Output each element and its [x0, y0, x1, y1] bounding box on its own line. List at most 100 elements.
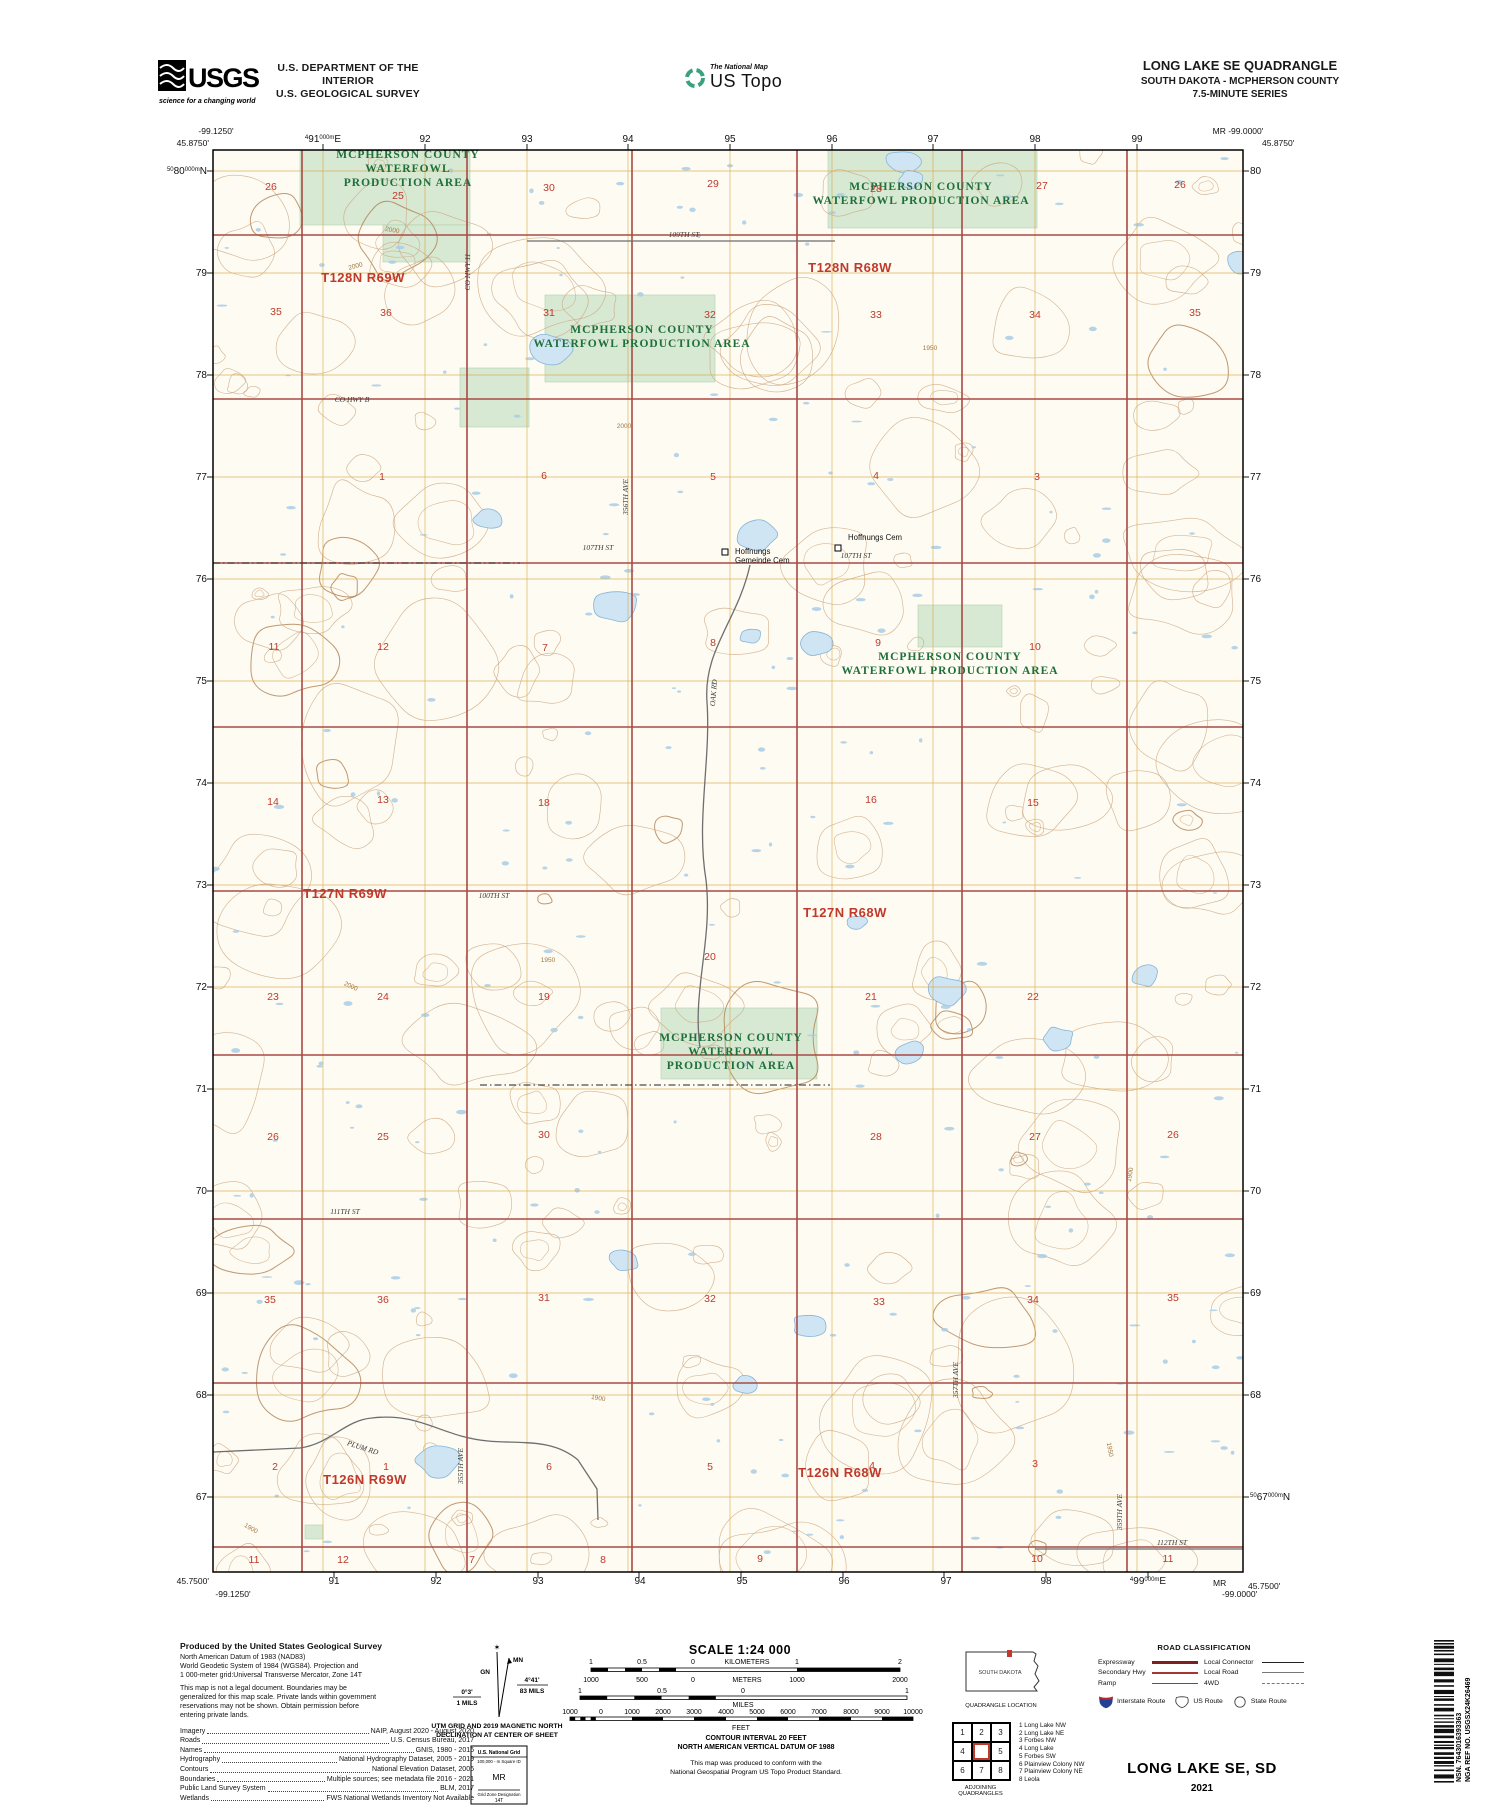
- marsh-mark: [851, 420, 863, 423]
- marsh-mark: [616, 181, 625, 186]
- marsh-mark: [786, 686, 798, 691]
- contour: [682, 1355, 702, 1369]
- marsh-mark: [1162, 1359, 1168, 1364]
- scale-tick-label: 3000: [686, 1709, 702, 1716]
- scale-bar-cell: [591, 1668, 608, 1672]
- data-source-key: Boundaries: [180, 1775, 216, 1783]
- contour-elevation-label: 1900: [591, 1394, 607, 1403]
- usng-square-id: MR: [492, 1772, 505, 1782]
- grid-label-top: 491000mE: [305, 134, 341, 145]
- adjoining-caption: ADJOINING QUADRANGLES: [958, 1785, 1003, 1797]
- us-shield-icon: [1175, 1695, 1190, 1708]
- marsh-mark: [680, 276, 685, 279]
- marsh-mark: [804, 242, 810, 246]
- adjoining-list-item: 2 Long Lake NE: [1019, 1729, 1065, 1737]
- contour: [1128, 680, 1209, 772]
- scale-bar-cell: [797, 1668, 900, 1672]
- road-label: 107TH ST: [583, 543, 614, 552]
- marsh-mark: [996, 174, 1005, 177]
- barcode: NSN. 7643016393363 NGA REF NO. USGSX24K26…: [1434, 1640, 1472, 1783]
- grid-label-left: 68: [196, 1390, 208, 1401]
- contour: [451, 1509, 473, 1527]
- contour: [1176, 854, 1215, 894]
- scale-tick-label: 4000: [718, 1709, 734, 1716]
- data-source-value: U.S. Census Bureau, 2017: [390, 1737, 474, 1745]
- marsh-mark: [1094, 589, 1099, 594]
- grid-label-top: 97: [927, 134, 939, 145]
- section-number: 34: [1027, 1294, 1039, 1306]
- sheet-title-block: LONG LAKE SE, SD 2021: [1052, 1760, 1352, 1794]
- scale-tick-label: MILES: [732, 1702, 753, 1709]
- barcode-stripe: [1434, 1744, 1454, 1746]
- road-class-label: Local Road: [1204, 1669, 1239, 1677]
- marsh-mark: [806, 1034, 818, 1037]
- wpa-label: MCPHERSON COUNTY: [570, 324, 713, 336]
- contour: [384, 256, 456, 326]
- road-class-label: Local Connector: [1204, 1658, 1254, 1666]
- scale-tick-label: 8000: [843, 1709, 859, 1716]
- barcode-stripe: [1434, 1728, 1454, 1734]
- marsh-mark: [585, 612, 593, 616]
- contour: [980, 488, 1057, 550]
- section-number: 18: [538, 797, 550, 809]
- adjoining-cell-current: [972, 1742, 991, 1761]
- marsh-mark: [751, 849, 762, 853]
- marsh-mark: [918, 738, 923, 743]
- wpa-label: WATERFOWL PRODUCTION AREA: [812, 195, 1029, 207]
- marsh-mark: [542, 866, 548, 870]
- contour: [555, 1090, 629, 1157]
- contour: [422, 962, 448, 982]
- corner-coordinate: -99.1250': [215, 1589, 251, 1599]
- contour: [1147, 324, 1229, 398]
- adjoining-cell: 2: [972, 1723, 991, 1742]
- contour: [276, 1433, 365, 1505]
- marsh-mark: [683, 873, 689, 877]
- marsh-mark: [574, 1188, 580, 1193]
- lake: [736, 519, 779, 552]
- department-heading: U.S. DEPARTMENT OF THE INTERIOR U.S. GEO…: [270, 62, 426, 101]
- route-shield-item: State Route: [1232, 1695, 1287, 1709]
- cemetery-label: Hoffnungs: [735, 547, 771, 556]
- contour: [868, 1049, 900, 1077]
- barcode-stripe: [1434, 1735, 1454, 1739]
- road-class-right-column: Local Connector Local Road 4WD: [1204, 1657, 1310, 1689]
- barcode-stripe: [1434, 1640, 1454, 1642]
- marsh-mark: [1129, 1324, 1141, 1327]
- section-number: 7: [542, 642, 548, 654]
- marsh-mark: [840, 741, 847, 744]
- marsh-mark: [530, 1203, 539, 1207]
- section-number: 13: [377, 794, 389, 806]
- contour-elevation-label: 2000: [348, 261, 364, 272]
- wpa-area: [660, 1007, 818, 1080]
- dotted-leader: [204, 1752, 414, 1754]
- scale-tick-label: 1000: [789, 1677, 805, 1684]
- marsh-mark: [241, 1371, 248, 1374]
- section-number: 33: [873, 1296, 885, 1308]
- road-class-line-sample: [1152, 1682, 1198, 1684]
- road-classification-title: ROAD CLASSIFICATION: [1157, 1643, 1251, 1652]
- quad-state: SOUTH DAKOTA - MCPHERSON COUNTY: [1140, 76, 1340, 87]
- lake: [608, 1249, 639, 1272]
- contour: [805, 1430, 870, 1502]
- usgs-logo-text: USGS: [188, 63, 259, 93]
- marsh-mark: [483, 343, 488, 347]
- contour: [768, 1136, 779, 1147]
- marsh-mark: [676, 205, 683, 209]
- contour: [765, 1131, 782, 1152]
- marsh-mark: [395, 245, 405, 250]
- contour: [367, 156, 389, 172]
- section-number: 36: [380, 307, 392, 319]
- marsh-mark: [665, 746, 672, 750]
- barcode-stripe: [1434, 1645, 1454, 1649]
- data-source-row: Public Land Survey System BLM, 2017: [180, 1784, 474, 1794]
- contour: [590, 1517, 609, 1528]
- barcode-stripe: [1434, 1671, 1454, 1677]
- contour: [1010, 1151, 1028, 1167]
- marsh-mark: [390, 1276, 401, 1280]
- dotted-leader: [210, 1771, 371, 1773]
- section-number: 6: [546, 1461, 552, 1473]
- scale-tick-label: 1000: [583, 1677, 599, 1684]
- section-number: 32: [704, 1293, 716, 1305]
- marsh-mark: [944, 1126, 955, 1131]
